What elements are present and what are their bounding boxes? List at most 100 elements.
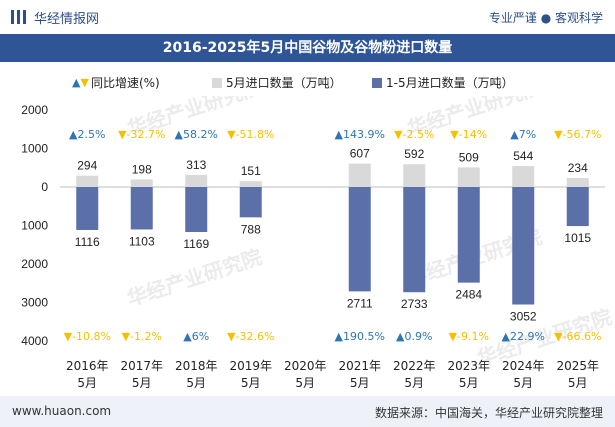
x-tick-label-month: 5月 — [132, 376, 152, 390]
x-tick-label-year: 2025年 — [556, 359, 599, 373]
monthly-value-label: 151 — [241, 164, 261, 178]
cumulative-bar — [457, 187, 480, 283]
top-bar: 华经情报网 专业严谨 ● 客观科学 — [0, 0, 615, 34]
watermark-text: 华经产业研究院 — [124, 245, 265, 311]
slogan: 专业严谨 ● 客观科学 — [488, 11, 603, 25]
monthly-bar — [185, 174, 208, 187]
legend-monthly-label: 5月进口数量（万吨） — [226, 76, 342, 90]
x-tick-label-year: 2024年 — [502, 359, 545, 373]
y-tick-label: 3000 — [21, 296, 48, 310]
x-tick-label-year: 2022年 — [393, 359, 436, 373]
cumulative-value-label: 1169 — [183, 237, 209, 251]
x-tick-label-year: 2021年 — [338, 359, 381, 373]
monthly-value-label: 198 — [132, 162, 152, 176]
yoy-monthly-label: ▲7% — [510, 128, 536, 141]
x-tick-label-year: 2017年 — [120, 359, 163, 373]
x-tick-label-year: 2023年 — [447, 359, 490, 373]
yoy-monthly-label: ▲143.9% — [335, 128, 385, 141]
legend-monthly-swatch — [212, 77, 222, 88]
yoy-monthly-label: ▼-56.7% — [554, 128, 601, 141]
cumulative-bar — [566, 187, 589, 227]
cumulative-value-label: 1015 — [564, 231, 591, 245]
yoy-cumulative-label: ▼-32.6% — [227, 330, 274, 343]
cumulative-value-label: 1116 — [75, 235, 100, 249]
cumulative-value-label: 788 — [241, 222, 261, 236]
monthly-value-label: 234 — [568, 161, 588, 175]
yoy-cumulative-label: ▲0.9% — [396, 330, 432, 343]
x-tick-label-month: 5月 — [513, 376, 533, 390]
cumulative-bar — [185, 187, 208, 233]
x-tick-label-month: 5月 — [186, 376, 206, 390]
brand-name: 华经情报网 — [34, 12, 100, 27]
yoy-cumulative-label: ▲6% — [183, 330, 209, 343]
yoy-cumulative-label: ▲190.5% — [335, 330, 385, 343]
y-tick-label: 1000 — [21, 219, 48, 233]
cumulative-value-label: 2711 — [347, 296, 373, 310]
x-tick-label-month: 5月 — [459, 376, 479, 390]
yoy-monthly-label: ▲58.2% — [175, 128, 218, 141]
cumulative-bar — [512, 187, 535, 305]
monthly-bar — [512, 166, 535, 187]
yoy-cumulative-label: ▼-66.6% — [554, 330, 601, 343]
legend-monthly: 5月进口数量（万吨） — [212, 74, 342, 91]
monthly-bar — [239, 181, 262, 187]
footer-url: www.huaon.com — [12, 404, 112, 418]
cumulative-bar — [239, 187, 262, 218]
x-tick-label-year: 2016年 — [66, 359, 109, 373]
y-tick-label: 2000 — [21, 103, 48, 117]
cumulative-bar — [348, 187, 371, 292]
legend-cumulative: 1-5月进口数量（万吨） — [372, 74, 514, 91]
chart-title: 2016-2025年5月中国谷物及谷物粉进口数量 — [162, 40, 453, 56]
monthly-bar — [457, 167, 480, 187]
bar-chart: 华经产业研究院华经产业研究院华经产业研究院华经产业研究院华经产业研究院20001… — [21, 96, 614, 390]
x-tick-label-month: 5月 — [568, 376, 588, 390]
yoy-cumulative-label: ▼-9.1% — [449, 330, 489, 343]
yoy-cumulative-label: ▼-10.8% — [64, 330, 111, 343]
x-tick-label-month: 5月 — [77, 376, 97, 390]
yoy-monthly-label: ▼-32.7% — [118, 128, 165, 141]
yoy-monthly-label: ▼-14% — [450, 128, 487, 141]
y-tick-label: 0 — [41, 180, 48, 194]
monthly-value-label: 294 — [77, 159, 97, 173]
legend-cumulative-swatch — [372, 77, 382, 88]
monthly-bar — [76, 175, 99, 187]
yoy-monthly-label: ▼-51.8% — [227, 128, 274, 141]
monthly-value-label: 592 — [404, 147, 424, 161]
monthly-bar — [403, 164, 426, 187]
cumulative-value-label: 3052 — [510, 310, 537, 324]
legend-yoy: ▲ ▼ 同比增速(%) — [72, 74, 160, 91]
x-tick-label-year: 2019年 — [229, 359, 272, 373]
cumulative-value-label: 2484 — [455, 288, 482, 302]
footer: www.huaon.com 数据来源：中国海关，华经产业研究院整理 — [0, 396, 615, 427]
cumulative-value-label: 2733 — [401, 297, 428, 311]
monthly-value-label: 509 — [459, 150, 479, 164]
title-bar: 2016-2025年5月中国谷物及谷物粉进口数量 — [0, 34, 615, 62]
x-tick-label-year: 2020年 — [284, 359, 327, 373]
yoy-monthly-label: ▲2.5% — [69, 128, 105, 141]
huajing-logo-icon — [11, 10, 26, 24]
down-arrow-icon: ▼ — [80, 76, 89, 89]
yoy-monthly-label: ▼-2.5% — [394, 128, 434, 141]
cumulative-bar — [130, 187, 153, 230]
monthly-bar — [130, 179, 153, 187]
y-tick-label: 2000 — [21, 257, 48, 271]
monthly-bar — [348, 163, 371, 187]
x-tick-label-month: 5月 — [350, 376, 370, 390]
monthly-value-label: 544 — [513, 149, 533, 163]
x-tick-label-month: 5月 — [404, 376, 424, 390]
up-arrow-icon: ▲ — [72, 76, 81, 89]
chart-legend: ▲ ▼ 同比增速(%) 5月进口数量（万吨） 1-5月进口数量（万吨） — [0, 74, 615, 94]
cumulative-bar — [403, 187, 426, 293]
y-tick-label: 1000 — [21, 142, 48, 156]
legend-yoy-label: 同比增速(%) — [90, 76, 160, 90]
yoy-cumulative-label: ▲22.9% — [502, 330, 545, 343]
legend-cumulative-label: 1-5月进口数量（万吨） — [386, 76, 514, 90]
monthly-value-label: 313 — [186, 158, 206, 172]
cumulative-value-label: 1103 — [129, 234, 155, 248]
x-tick-label-year: 2018年 — [175, 359, 218, 373]
monthly-bar — [566, 177, 589, 187]
x-tick-label-month: 5月 — [241, 376, 261, 390]
cumulative-bar — [76, 187, 99, 230]
yoy-cumulative-label: ▼-1.2% — [122, 330, 162, 343]
footer-source: 数据来源：中国海关，华经产业研究院整理 — [374, 406, 603, 420]
